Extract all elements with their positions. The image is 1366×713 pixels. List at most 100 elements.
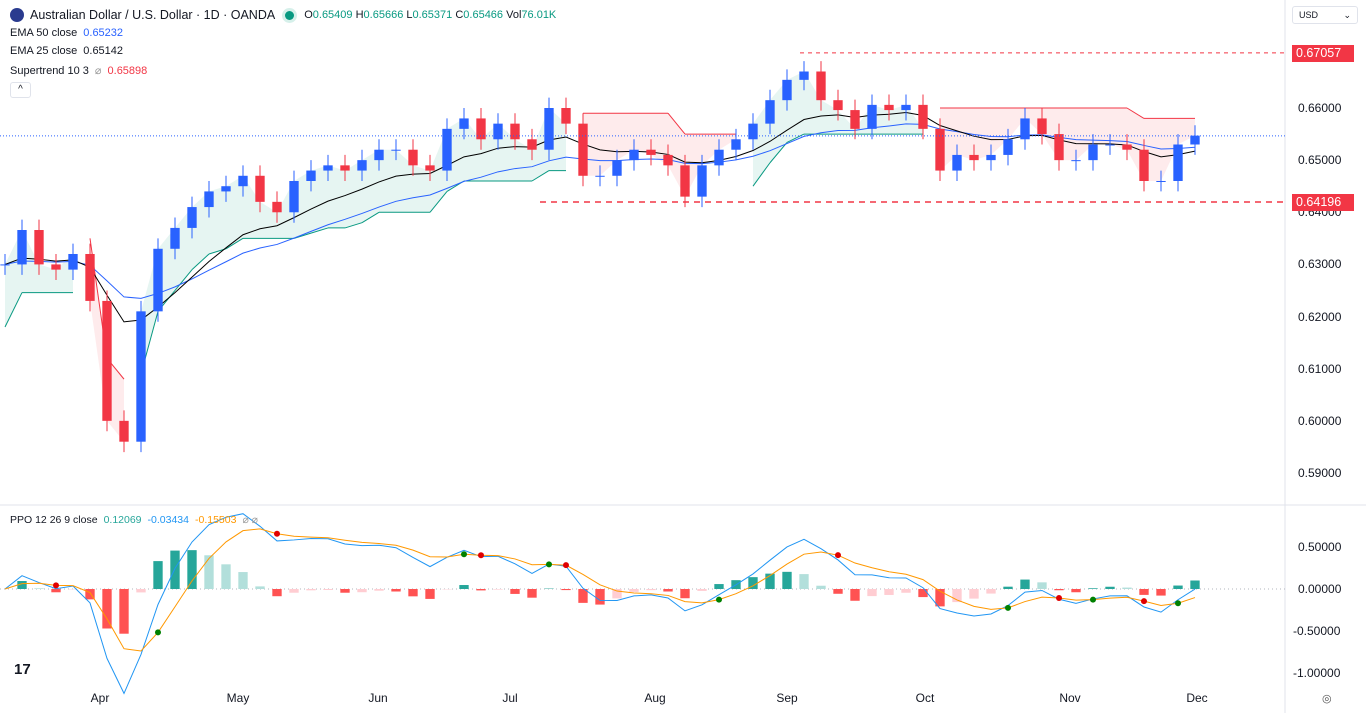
candle bbox=[527, 139, 537, 150]
ppo-histogram-bar bbox=[510, 589, 520, 594]
ppo-histogram-bar bbox=[119, 589, 129, 634]
candle bbox=[561, 108, 571, 124]
ppo-cross-marker bbox=[1005, 604, 1011, 611]
close-label: C bbox=[455, 9, 464, 21]
candle bbox=[1037, 118, 1047, 135]
candle bbox=[187, 207, 197, 228]
ppo-histogram-bar bbox=[782, 571, 792, 589]
supertrend-line bbox=[1126, 107, 1145, 119]
ppo-histogram-bar bbox=[1054, 589, 1064, 591]
candle bbox=[170, 227, 180, 249]
candle bbox=[476, 118, 486, 140]
ema25-line bbox=[4, 112, 1196, 323]
ppo-histogram-bar bbox=[1071, 589, 1081, 593]
candle bbox=[612, 160, 622, 176]
ppo-cross-marker bbox=[155, 629, 161, 636]
tradingview-logo[interactable]: 17 bbox=[14, 661, 31, 678]
collapse-legend-button[interactable]: ^ bbox=[10, 82, 31, 98]
ppo-histogram-bar bbox=[221, 564, 231, 589]
ppo-histogram-bar bbox=[357, 589, 367, 593]
candle bbox=[952, 154, 962, 171]
candle bbox=[425, 165, 435, 171]
symbol-title: Australian Dollar / U.S. Dollar · 1D · O… bbox=[30, 8, 276, 22]
ppo-histogram-bar bbox=[935, 589, 945, 607]
time-axis-label: Sep bbox=[776, 691, 798, 705]
time-axis-label: May bbox=[226, 691, 250, 705]
time-axis-label: Jul bbox=[502, 691, 518, 705]
time-axis-label: Dec bbox=[1186, 691, 1208, 705]
time-axis-label: Oct bbox=[915, 691, 935, 705]
ppo-histogram-bar bbox=[1037, 582, 1047, 589]
currency-select[interactable]: USD ⌄ bbox=[1292, 6, 1358, 24]
ema25-legend[interactable]: EMA 25 close 0.65142 bbox=[10, 45, 123, 57]
candle bbox=[357, 160, 367, 171]
ppo-cross-marker bbox=[563, 562, 569, 569]
candle bbox=[204, 191, 214, 208]
price-axis-label: 0.61000 bbox=[1298, 361, 1342, 376]
ppo-histogram-bar bbox=[272, 589, 282, 597]
ema25-label: EMA 25 close bbox=[10, 45, 78, 57]
candle bbox=[867, 104, 877, 129]
supertrend-fill bbox=[889, 104, 906, 135]
ppo-cross-marker bbox=[835, 552, 841, 559]
time-axis-label: Nov bbox=[1059, 691, 1081, 705]
ppo-histogram-bar bbox=[476, 589, 486, 591]
ema25-value: 0.65142 bbox=[83, 45, 124, 57]
candle bbox=[986, 154, 996, 161]
candle bbox=[17, 230, 27, 265]
supertrend-fill bbox=[311, 165, 328, 234]
ppo-histogram-bar bbox=[493, 589, 503, 590]
ppo-histogram-bar bbox=[340, 589, 350, 593]
candle bbox=[765, 100, 775, 124]
ppo-value: -0.03434 bbox=[147, 514, 189, 526]
ppo-cross-marker bbox=[1175, 600, 1181, 607]
candle bbox=[748, 123, 758, 140]
candle bbox=[1105, 144, 1115, 146]
eye-icon[interactable]: ◎ bbox=[1322, 693, 1332, 705]
candle bbox=[119, 420, 129, 442]
supertrend-line bbox=[752, 162, 771, 187]
candle bbox=[1122, 144, 1132, 150]
candle bbox=[731, 139, 741, 150]
ppo-signal-line bbox=[4, 528, 1196, 652]
ema50-legend[interactable]: EMA 50 close 0.65232 bbox=[10, 27, 123, 39]
candle bbox=[799, 71, 809, 80]
supertrend-fill bbox=[634, 113, 651, 155]
candle bbox=[1139, 149, 1149, 181]
aud-flag-icon bbox=[10, 8, 24, 22]
ppo-histogram-bar bbox=[663, 589, 673, 592]
ppo-cross-marker bbox=[461, 551, 467, 558]
candle bbox=[255, 175, 265, 202]
price-axis-label: 0.65000 bbox=[1298, 153, 1342, 168]
ppo-histogram-bar bbox=[238, 572, 248, 589]
supertrend-line bbox=[769, 142, 788, 164]
candle bbox=[221, 186, 231, 192]
candle bbox=[1020, 118, 1030, 140]
supertrend-line bbox=[361, 211, 380, 224]
ppo-histogram-bar bbox=[969, 589, 979, 599]
ppo-histogram-bar bbox=[187, 550, 197, 589]
high-label: H bbox=[355, 9, 364, 21]
ppo-histogram-bar bbox=[51, 589, 61, 593]
ema50-label: EMA 50 close bbox=[10, 27, 78, 39]
ppo-histogram-bar bbox=[1122, 587, 1132, 589]
ppo-legend[interactable]: PPO 12 26 9 close 0.12069 -0.03434 -0.15503… bbox=[10, 514, 258, 526]
open-value: 0.65409 bbox=[312, 9, 353, 21]
ppo-histogram-bar bbox=[459, 585, 469, 589]
supertrend-line bbox=[667, 112, 686, 135]
supertrend-line bbox=[225, 237, 244, 250]
candle bbox=[544, 108, 554, 150]
ppo-axis-label: -0.50000 bbox=[1293, 624, 1341, 638]
ema50-line bbox=[4, 123, 1196, 299]
candle bbox=[663, 154, 673, 166]
supertrend-legend[interactable]: Supertrend 10 3 ⌀ 0.65898 bbox=[10, 64, 147, 78]
candle bbox=[1071, 160, 1081, 162]
candle bbox=[1054, 134, 1064, 161]
open-label: O bbox=[304, 9, 313, 21]
supertrend-fill bbox=[243, 175, 260, 239]
close-value: 0.65466 bbox=[463, 9, 504, 21]
ppo-histogram-bar bbox=[629, 589, 639, 592]
candle bbox=[935, 128, 945, 171]
ppo-axis-label: 0.50000 bbox=[1298, 540, 1342, 554]
